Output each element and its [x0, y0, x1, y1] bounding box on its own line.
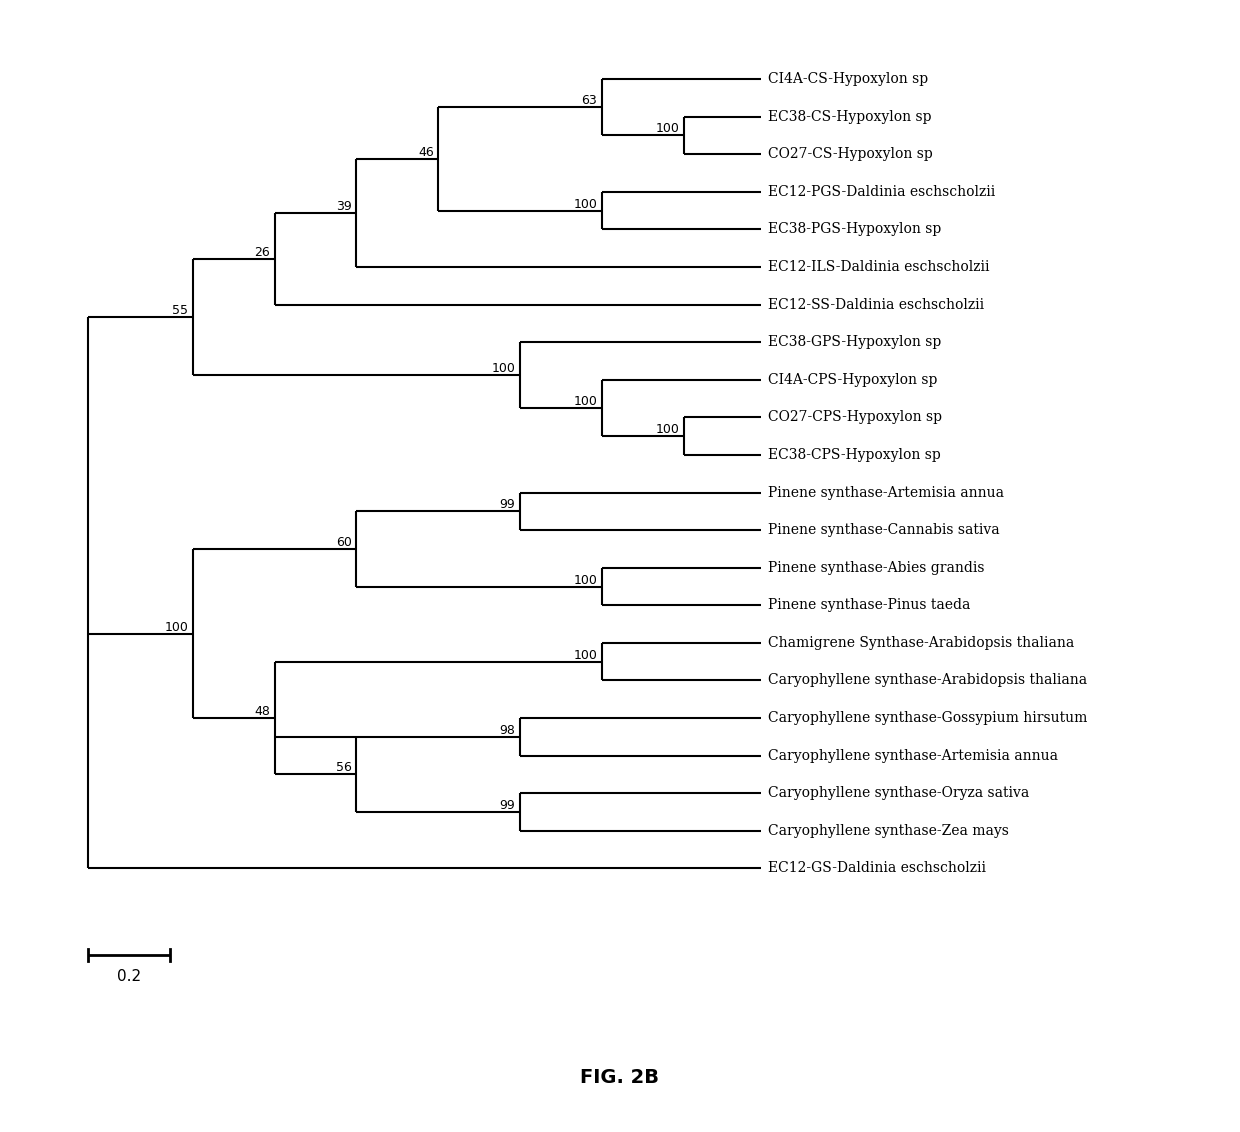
Text: 99: 99	[500, 498, 516, 512]
Text: EC38-GPS-Hypoxylon sp: EC38-GPS-Hypoxylon sp	[768, 335, 941, 349]
Text: Caryophyllene synthase-Artemisia annua: Caryophyllene synthase-Artemisia annua	[768, 748, 1058, 763]
Text: 98: 98	[500, 723, 516, 737]
Text: Pinene synthase-Abies grandis: Pinene synthase-Abies grandis	[768, 560, 985, 575]
Text: CI4A-CS-Hypoxylon sp: CI4A-CS-Hypoxylon sp	[768, 72, 929, 86]
Text: FIG. 2B: FIG. 2B	[580, 1069, 660, 1087]
Text: 100: 100	[573, 649, 598, 662]
Text: Caryophyllene synthase-Zea mays: Caryophyllene synthase-Zea mays	[768, 824, 1009, 838]
Text: Pinene synthase-Artemisia annua: Pinene synthase-Artemisia annua	[768, 486, 1004, 499]
Text: 100: 100	[655, 423, 680, 436]
Text: EC38-CS-Hypoxylon sp: EC38-CS-Hypoxylon sp	[768, 110, 931, 123]
Text: EC12-ILS-Daldinia eschscholzii: EC12-ILS-Daldinia eschscholzii	[768, 260, 990, 274]
Text: CO27-CS-Hypoxylon sp: CO27-CS-Hypoxylon sp	[768, 147, 932, 161]
Text: EC12-SS-Daldinia eschscholzii: EC12-SS-Daldinia eschscholzii	[768, 298, 985, 311]
Text: Caryophyllene synthase-Gossypium hirsutum: Caryophyllene synthase-Gossypium hirsutu…	[768, 711, 1087, 726]
Text: Pinene synthase-Cannabis sativa: Pinene synthase-Cannabis sativa	[768, 523, 999, 538]
Text: CI4A-CPS-Hypoxylon sp: CI4A-CPS-Hypoxylon sp	[768, 372, 937, 387]
Text: Pinene synthase-Pinus taeda: Pinene synthase-Pinus taeda	[768, 599, 971, 612]
Text: 100: 100	[573, 198, 598, 211]
Text: 63: 63	[582, 94, 598, 108]
Text: 48: 48	[254, 705, 270, 718]
Text: 46: 46	[418, 146, 434, 158]
Text: Caryophyllene synthase-Arabidopsis thaliana: Caryophyllene synthase-Arabidopsis thali…	[768, 674, 1087, 687]
Text: 26: 26	[254, 246, 270, 259]
Text: 100: 100	[655, 122, 680, 136]
Text: 99: 99	[500, 799, 516, 812]
Text: 60: 60	[336, 535, 352, 549]
Text: 56: 56	[336, 762, 352, 774]
Text: EC38-CPS-Hypoxylon sp: EC38-CPS-Hypoxylon sp	[768, 448, 941, 462]
Text: EC12-GS-Daldinia eschscholzii: EC12-GS-Daldinia eschscholzii	[768, 861, 986, 875]
Text: 55: 55	[172, 303, 188, 317]
Text: Caryophyllene synthase-Oryza sativa: Caryophyllene synthase-Oryza sativa	[768, 787, 1029, 800]
Text: EC38-PGS-Hypoxylon sp: EC38-PGS-Hypoxylon sp	[768, 222, 941, 237]
Text: 100: 100	[165, 620, 188, 634]
Text: CO27-CPS-Hypoxylon sp: CO27-CPS-Hypoxylon sp	[768, 411, 942, 424]
Text: 100: 100	[491, 362, 516, 375]
Text: 39: 39	[336, 200, 352, 213]
Text: Chamigrene Synthase-Arabidopsis thaliana: Chamigrene Synthase-Arabidopsis thaliana	[768, 636, 1074, 650]
Text: 100: 100	[573, 574, 598, 586]
Text: 100: 100	[573, 395, 598, 408]
Text: EC12-PGS-Daldinia eschscholzii: EC12-PGS-Daldinia eschscholzii	[768, 185, 996, 199]
Text: 0.2: 0.2	[118, 969, 141, 984]
